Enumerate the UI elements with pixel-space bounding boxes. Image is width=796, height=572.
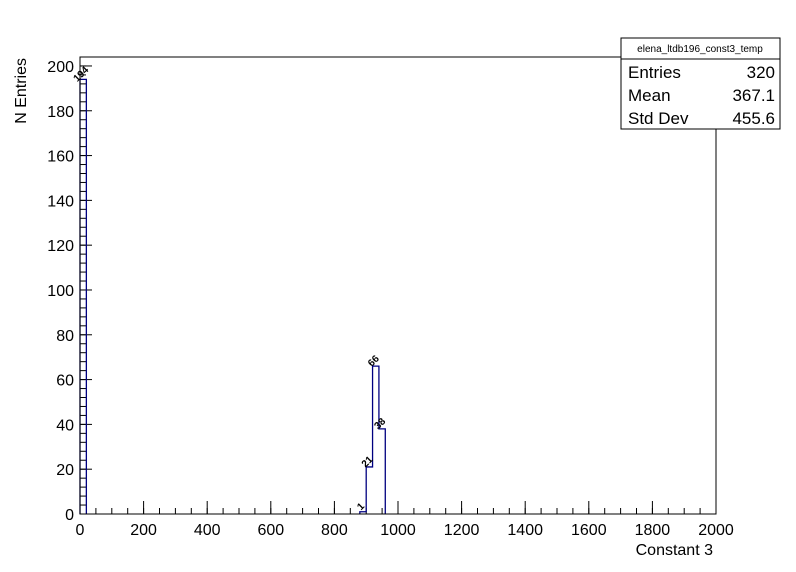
y-tick-label: 0	[65, 507, 74, 524]
x-tick-labels: 0 200 400 600 800 1000 1200 1400 1600 1800 2000	[76, 522, 734, 539]
stat-stddev-value: 455.6	[732, 109, 775, 128]
bin-value-label: 66	[366, 353, 382, 369]
plot-frame	[79, 56, 717, 515]
stats-box-title: elena_ltdb196_const3_temp	[637, 44, 763, 55]
y-tick-label: 120	[47, 238, 74, 255]
stat-mean-label: Mean	[628, 86, 671, 105]
x-tick-label: 800	[321, 522, 348, 539]
y-tick-labels: 0 20 40 60 80 100 120 140 160 180 200	[47, 59, 74, 524]
y-tick-label: 140	[47, 193, 74, 210]
stat-mean-value: 367.1	[732, 86, 775, 105]
histogram-bin	[366, 467, 372, 514]
stat-entries-label: Entries	[628, 63, 681, 82]
x-tick-label: 1600	[571, 522, 607, 539]
bin-value-label: 38	[373, 416, 389, 432]
x-tick-label: 1800	[635, 522, 671, 539]
stat-entries-value: 320	[747, 63, 775, 82]
stats-box-body	[620, 58, 781, 130]
stat-stddev-label: Std Dev	[628, 109, 689, 128]
stats-box: elena_ltdb196_const3_temp Entries 320 Me…	[620, 37, 781, 130]
y-tick-label: 160	[47, 149, 74, 166]
x-tick-label: 2000	[698, 522, 734, 539]
y-tick-label: 80	[56, 328, 74, 345]
histogram-bin	[80, 79, 86, 514]
y-tick-label: 100	[47, 283, 74, 300]
x-tick-label: 200	[130, 522, 157, 539]
histogram-outline	[79, 78, 386, 514]
y-tick-label: 60	[56, 373, 74, 390]
bin-value-label: 21	[360, 454, 376, 470]
y-tick-label: 20	[56, 462, 74, 479]
x-axis-label: Constant 3	[636, 542, 713, 559]
histogram-bin	[379, 429, 385, 514]
bin-value-label: 194	[72, 65, 92, 85]
x-tick-label: 600	[257, 522, 284, 539]
x-tick-label: 1000	[380, 522, 416, 539]
histogram-bars	[79, 78, 386, 514]
y-tick-label: 200	[47, 59, 74, 76]
y-tick-label: 180	[47, 104, 74, 121]
x-tick-label: 1200	[444, 522, 480, 539]
histogram-bin	[373, 366, 379, 514]
y-axis-label: N Entries	[13, 58, 30, 124]
x-tick-label: 0	[76, 522, 85, 539]
x-tick-label: 1400	[507, 522, 543, 539]
y-tick-label: 40	[56, 417, 74, 434]
x-tick-label: 400	[194, 522, 221, 539]
